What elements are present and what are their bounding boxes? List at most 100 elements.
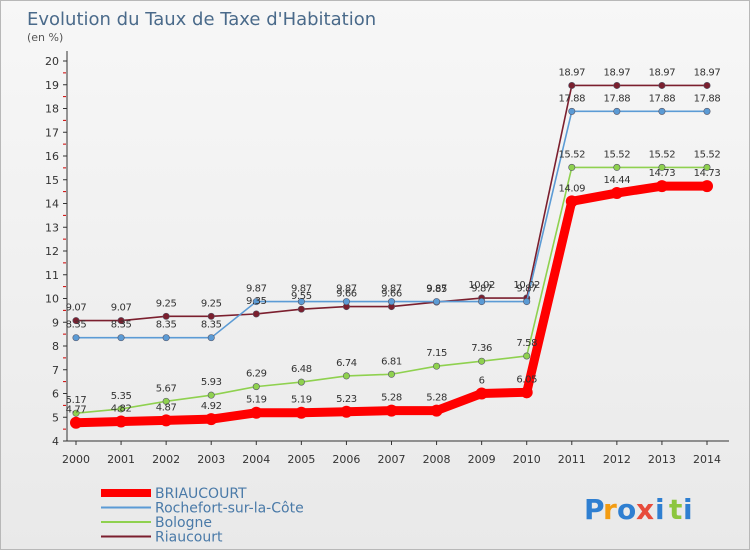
x-tick-label: 2013 <box>648 453 676 466</box>
point-labels: 9.07 9.07 9.25 9.25 9.35 9.55 9.66 9.66 9.85 10.0… <box>66 67 721 415</box>
series-point-0 <box>205 413 218 426</box>
logo-letter: o <box>617 493 636 526</box>
point-label-3: 9.25 <box>156 298 177 309</box>
series-point-1 <box>207 334 215 342</box>
point-label-0: 6 <box>479 376 485 387</box>
x-tick-label: 2008 <box>423 453 451 466</box>
series-point-0 <box>250 406 263 419</box>
point-label-2: 6.74 <box>336 358 357 369</box>
y-tick-label: 18 <box>45 103 59 116</box>
logo-letter: t <box>669 493 682 526</box>
series-point-0 <box>565 195 578 208</box>
series-point-0 <box>655 180 668 193</box>
series-point-1 <box>297 298 305 306</box>
y-tick-label: 11 <box>45 269 59 282</box>
point-label-3: 18.97 <box>649 67 676 78</box>
logo-letter: r <box>603 493 617 526</box>
point-label-2: 7.15 <box>426 348 447 359</box>
series-point-2 <box>72 409 80 417</box>
series-point-1 <box>433 298 441 306</box>
series-point-2 <box>523 352 531 360</box>
point-label-1: 8.35 <box>156 320 177 331</box>
x-tick-label: 2011 <box>558 453 586 466</box>
legend-label-0: BRIAUCOURT <box>155 486 247 502</box>
point-label-0: 5.28 <box>426 393 447 404</box>
point-label-2: 6.81 <box>381 356 402 367</box>
y-tick-label: 7 <box>52 364 59 377</box>
point-label-1: 9.87 <box>516 284 537 295</box>
logo-letter: x <box>636 493 654 526</box>
point-label-2: 6.48 <box>291 364 312 375</box>
point-label-3: 18.97 <box>558 67 585 78</box>
point-label-0: 5.28 <box>381 393 402 404</box>
x-tick-label: 2010 <box>513 453 541 466</box>
x-tick-label: 2001 <box>107 453 135 466</box>
point-label-1: 8.35 <box>111 320 132 331</box>
point-label-3: 9.55 <box>291 291 312 302</box>
point-label-1: 17.88 <box>558 93 585 104</box>
series-point-2 <box>117 405 125 413</box>
y-tick-label: 8 <box>52 340 59 353</box>
point-label-0: 6.05 <box>516 374 537 385</box>
point-label-3: 9.25 <box>201 298 222 309</box>
series-point-2 <box>207 391 215 399</box>
point-label-2: 5.17 <box>66 395 87 406</box>
point-label-0: 4.87 <box>156 402 177 413</box>
series-point-0 <box>295 406 308 419</box>
point-label-3: 18.97 <box>604 67 631 78</box>
point-label-1: 17.88 <box>649 93 676 104</box>
series-point-0 <box>115 415 128 428</box>
series-point-1 <box>523 298 531 306</box>
point-label-2: 15.52 <box>649 149 676 160</box>
point-label-1: 9.87 <box>471 284 492 295</box>
series-point-2 <box>162 397 170 405</box>
point-label-3: 10.02 <box>513 280 540 291</box>
point-label-1: 8.35 <box>66 320 87 331</box>
point-label-3: 18.97 <box>694 67 721 78</box>
series-point-1 <box>72 334 80 342</box>
series-point-0 <box>610 187 623 200</box>
y-tick-label: 12 <box>45 245 59 258</box>
x-tick-label: 2014 <box>693 453 721 466</box>
series-point-1 <box>342 298 350 306</box>
series-point-2 <box>568 163 576 171</box>
series-point-2 <box>478 357 486 365</box>
series-point-1 <box>117 334 125 342</box>
y-tick-label: 16 <box>45 150 59 163</box>
y-tick-label: 14 <box>45 198 59 211</box>
point-label-0: 14.73 <box>694 168 721 179</box>
series-point-2 <box>658 163 666 171</box>
point-label-3: 9.07 <box>111 303 132 314</box>
series-point-1 <box>658 107 666 115</box>
x-tick-label: 2002 <box>152 453 180 466</box>
series-point-1 <box>162 334 170 342</box>
point-label-0: 4.82 <box>111 404 132 415</box>
legend-label-1: Rochefort-sur-la-Côte <box>155 501 304 517</box>
series-point-0 <box>385 404 398 417</box>
y-tick-label: 17 <box>45 126 59 139</box>
point-label-2: 15.52 <box>694 149 721 160</box>
point-label-1: 9.87 <box>336 284 357 295</box>
series-point-3 <box>297 305 305 313</box>
series-point-3 <box>658 81 666 89</box>
point-label-3: 9.66 <box>336 289 357 300</box>
point-label-2: 5.93 <box>201 377 222 388</box>
point-label-3: 10.02 <box>468 280 495 291</box>
y-tick-label: 5 <box>52 411 59 424</box>
series-point-0 <box>340 405 353 418</box>
series-point-3 <box>207 312 215 320</box>
series-point-3 <box>252 310 260 318</box>
legend: BRIAUCOURTRochefort-sur-la-CôteBologneRi… <box>101 486 304 546</box>
y-tick-label: 9 <box>52 316 59 329</box>
series-point-1 <box>478 298 486 306</box>
series-point-2 <box>252 383 260 391</box>
point-label-2: 7.36 <box>471 343 492 354</box>
series-point-3 <box>162 312 170 320</box>
x-tick-label: 2000 <box>62 453 90 466</box>
y-axis-unit: (en %) <box>27 31 63 44</box>
series-point-0 <box>520 386 533 399</box>
x-tick-label: 2012 <box>603 453 631 466</box>
series-point-2 <box>297 378 305 386</box>
y-tick-label: 19 <box>45 79 59 92</box>
